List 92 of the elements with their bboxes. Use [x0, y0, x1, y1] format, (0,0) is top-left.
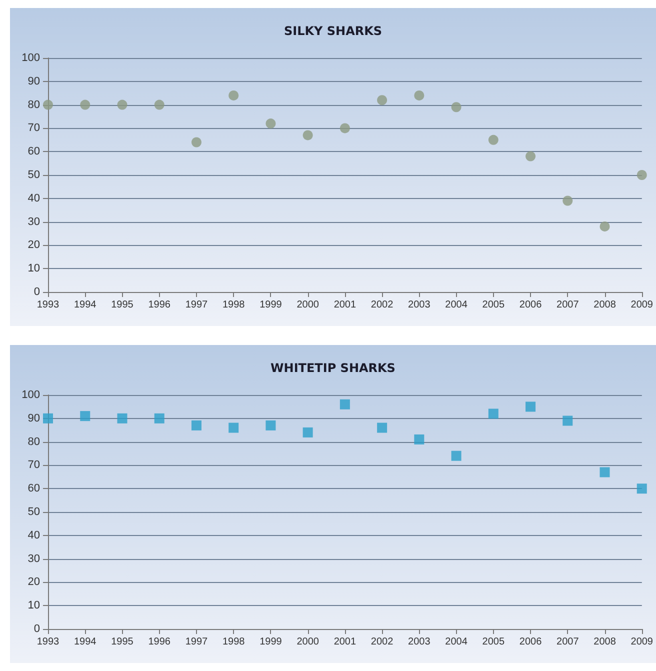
x-tick-label: 2009 — [630, 300, 654, 310]
y-tick-label: 50 — [28, 169, 40, 181]
point — [80, 411, 90, 422]
chart-title: WHITETIP SHARKS — [270, 361, 396, 375]
x-tick-label: 2006 — [519, 300, 542, 310]
x-tick-label: 2006 — [519, 636, 542, 648]
point — [191, 420, 202, 430]
point — [266, 118, 276, 129]
y-tick-label: 60 — [28, 482, 40, 495]
y-tick-label: 90 — [28, 412, 40, 424]
y-tick-label: 0 — [34, 623, 40, 635]
x-tick-label: 2008 — [594, 300, 616, 310]
y-tick-label: 30 — [28, 552, 40, 565]
x-tick-label: 2007 — [556, 636, 580, 648]
y-tick-label: 20 — [28, 576, 40, 588]
x-tick-label: 1998 — [222, 300, 246, 310]
x-tick-label: 1999 — [260, 636, 282, 648]
x-tick-label: 1993 — [36, 636, 60, 648]
y-tick-label: 10 — [28, 262, 40, 275]
x-tick-label: 2005 — [482, 636, 505, 648]
point — [451, 102, 462, 112]
x-tick-label: 1995 — [111, 636, 134, 648]
point — [191, 137, 202, 148]
x-tick-label: 1994 — [74, 300, 97, 310]
point — [228, 422, 239, 433]
y-tick-label: 80 — [28, 436, 40, 448]
x-tick-label: 2003 — [408, 300, 431, 310]
point — [80, 100, 90, 110]
x-tick-label: 2003 — [408, 636, 431, 648]
point — [117, 100, 128, 110]
y-tick-label: 20 — [28, 239, 40, 252]
point — [43, 100, 53, 110]
x-tick-label: 1993 — [36, 300, 60, 310]
point — [154, 100, 164, 110]
y-tick-label: 50 — [28, 506, 40, 518]
x-tick-label: 2007 — [556, 300, 580, 310]
point — [117, 413, 128, 424]
x-tick-label: 1994 — [74, 636, 97, 648]
point — [340, 123, 350, 134]
point — [488, 408, 498, 419]
x-tick-label: 1997 — [185, 636, 208, 648]
x-tick-label: 2004 — [445, 300, 468, 310]
x-tick-label: 1997 — [185, 300, 208, 310]
point — [562, 196, 573, 206]
point — [154, 413, 164, 424]
x-tick-label: 2000 — [296, 300, 320, 310]
point — [451, 450, 462, 461]
x-tick-label: 2009 — [630, 636, 654, 648]
point — [414, 434, 424, 444]
point — [228, 90, 239, 100]
y-tick-label: 40 — [28, 192, 40, 204]
point — [600, 221, 610, 232]
y-tick-label: 70 — [28, 122, 40, 134]
x-tick-label: 2004 — [445, 636, 468, 648]
x-tick-label: 2005 — [482, 300, 505, 310]
y-tick-label: 0 — [34, 286, 40, 298]
x-tick-label: 2002 — [370, 300, 394, 310]
point — [562, 416, 573, 426]
point — [266, 420, 276, 430]
x-tick-label: 1998 — [222, 636, 246, 648]
x-tick-label: 2001 — [334, 636, 356, 648]
y-tick-label: 10 — [28, 600, 40, 612]
y-tick-label: 40 — [28, 529, 40, 542]
y-tick-label: 30 — [28, 216, 40, 228]
point — [600, 467, 610, 478]
point — [526, 402, 536, 412]
x-tick-label: 2008 — [594, 636, 616, 648]
point — [302, 130, 313, 140]
point — [377, 422, 388, 433]
point — [377, 95, 388, 106]
point — [636, 170, 647, 180]
y-tick-label: 70 — [28, 459, 40, 472]
y-tick-label: 80 — [28, 98, 40, 111]
x-tick-label: 1996 — [148, 636, 171, 648]
x-tick-label: 1999 — [260, 300, 282, 310]
x-tick-label: 2002 — [370, 636, 394, 648]
y-tick-label: 60 — [28, 146, 40, 158]
y-tick-label: 100 — [22, 52, 40, 64]
point — [340, 399, 350, 410]
point — [414, 90, 424, 100]
point — [526, 151, 536, 162]
y-tick-label: 100 — [22, 389, 40, 401]
x-tick-label: 2000 — [296, 636, 320, 648]
point — [636, 484, 647, 494]
x-tick-label: 1996 — [148, 300, 171, 310]
x-tick-label: 2001 — [334, 300, 356, 310]
point — [43, 413, 53, 424]
chart-title: SILKY SHARKS — [284, 24, 382, 38]
y-tick-label: 90 — [28, 75, 40, 88]
point — [302, 427, 313, 438]
x-tick-label: 1995 — [111, 300, 134, 310]
point — [488, 134, 498, 145]
